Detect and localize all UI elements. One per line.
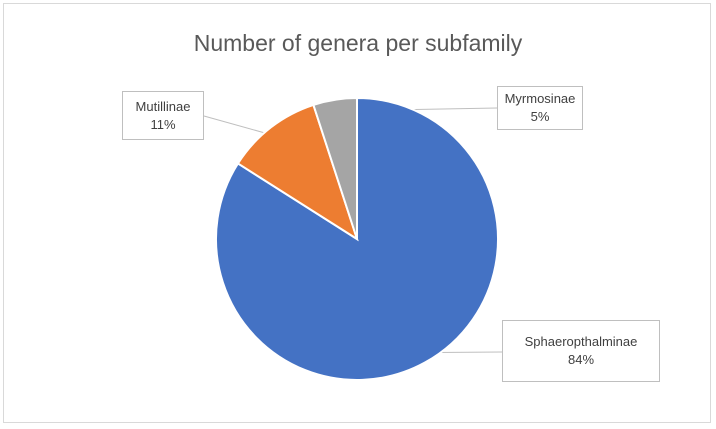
label-sphaeropthalminae-pct: 84%	[567, 352, 595, 367]
chart-title: Number of genera per subfamily	[193, 30, 523, 56]
label-sphaeropthalminae: Sphaeropthalminae 84%	[502, 320, 660, 382]
pie-slices	[215, 96, 499, 381]
label-myrmosinae: Myrmosinae 5%	[497, 86, 583, 130]
label-mutillinae-pct: 11%	[150, 116, 176, 132]
label-mutillinae-name: Mutillinae	[135, 98, 191, 114]
label-sphaeropthalminae-name: Sphaeropthalminae	[524, 334, 638, 349]
label-myrmosinae-pct: 5%	[530, 109, 550, 124]
pie-slice-mutillinae	[236, 103, 359, 242]
label-myrmosinae-name: Myrmosinae	[504, 91, 576, 106]
pie-slice-myrmosinae	[312, 96, 358, 240]
label-mutillinae: Mutillinae 11%	[122, 91, 204, 140]
